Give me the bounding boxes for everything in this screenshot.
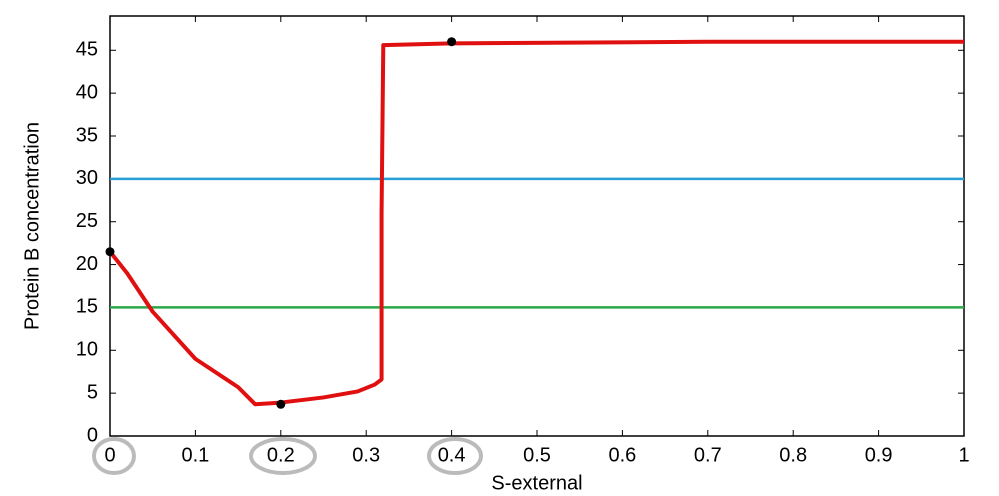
y-tick-label: 30 — [76, 167, 98, 189]
point-marker — [105, 247, 115, 257]
x-tick-label: 0.9 — [865, 444, 893, 466]
y-tick-label: 0 — [87, 424, 98, 446]
y-tick-label: 35 — [76, 124, 98, 146]
x-tick-label: 0.5 — [523, 444, 551, 466]
y-tick-label: 15 — [76, 296, 98, 318]
highlight-circle — [249, 437, 317, 475]
x-tick-label: 0.7 — [694, 444, 722, 466]
y-axis-label: Protein B concentration — [21, 122, 43, 330]
x-axis-label: S-external — [491, 472, 582, 494]
y-tick-label: 40 — [76, 81, 98, 103]
point-marker — [276, 399, 286, 409]
x-tick-label: 0.2 — [267, 444, 295, 466]
x-tick-label: 0.4 — [438, 444, 466, 466]
highlight-circle — [427, 437, 483, 475]
y-tick-label: 20 — [76, 253, 98, 275]
y-tick-label: 5 — [87, 381, 98, 403]
x-tick-label: 0 — [104, 444, 115, 466]
x-tick-label: 0.1 — [181, 444, 209, 466]
point-marker — [447, 37, 457, 47]
x-tick-label: 1 — [958, 444, 969, 466]
x-tick-label: 0.3 — [352, 444, 380, 466]
highlight-circle — [92, 437, 136, 475]
x-tick-label: 0.8 — [779, 444, 807, 466]
x-tick-label: 0.6 — [608, 444, 636, 466]
data-line — [108, 39, 964, 407]
y-tick-label: 45 — [76, 39, 98, 61]
y-tick-label: 10 — [76, 339, 98, 361]
plot-frame — [109, 15, 965, 437]
y-tick-label: 25 — [76, 210, 98, 232]
